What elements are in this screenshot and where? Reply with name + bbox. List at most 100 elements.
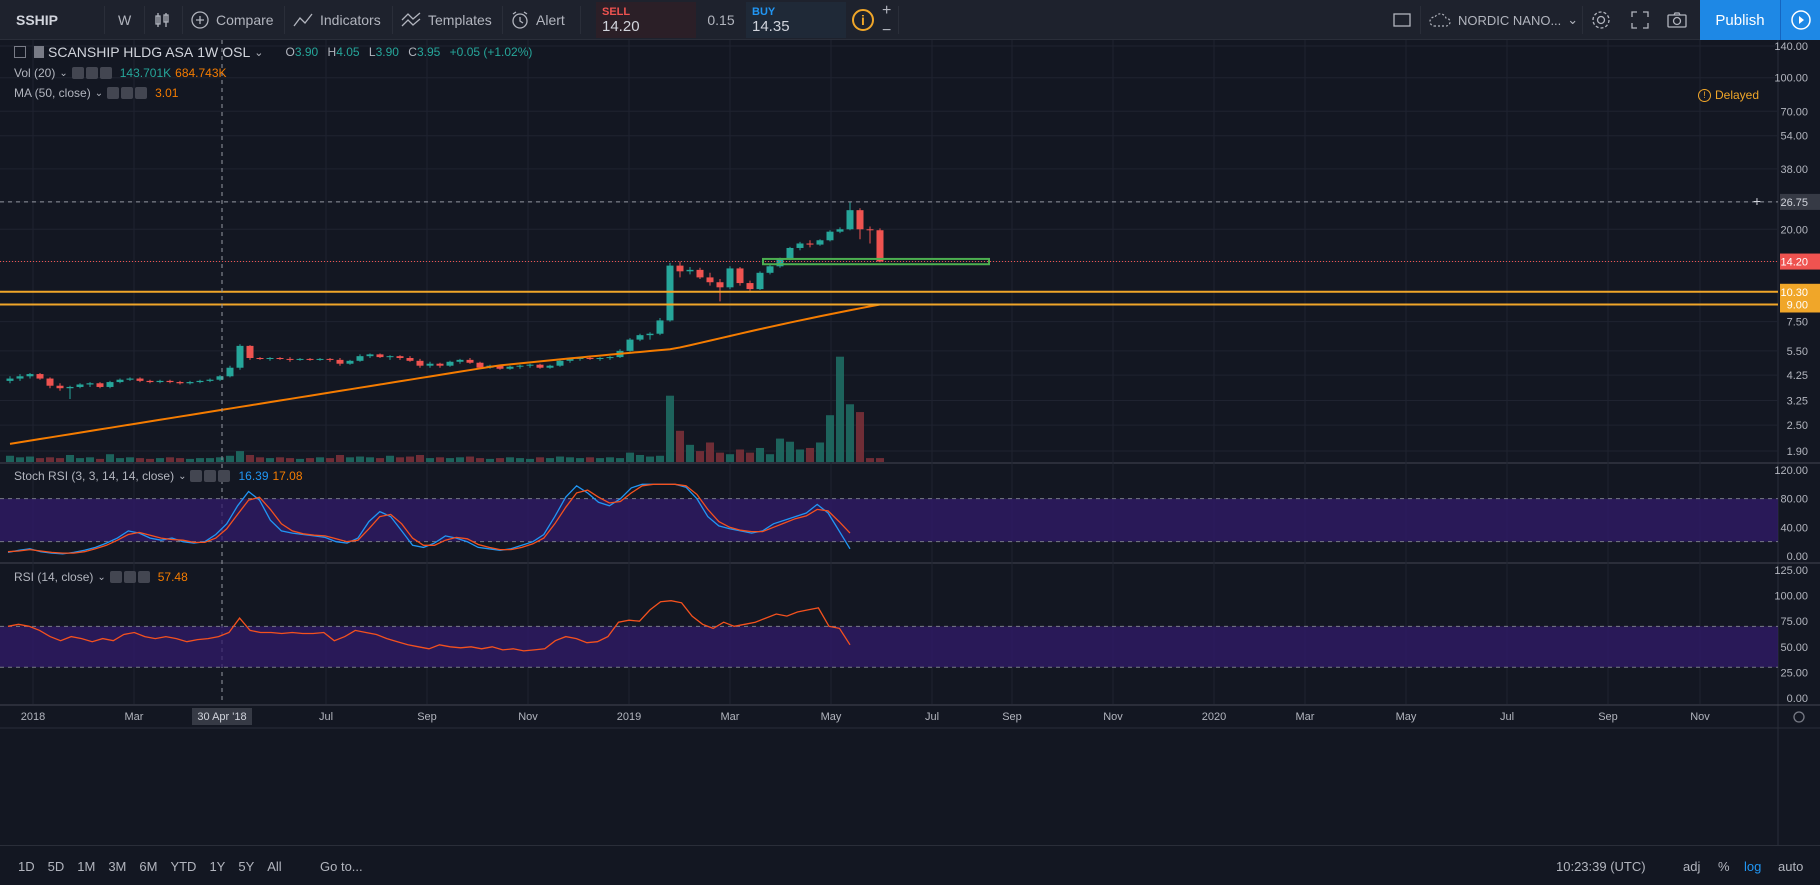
legend-actions[interactable] [109, 571, 150, 583]
chevron-down-icon[interactable]: ⌄ [254, 46, 264, 59]
broker-label: NORDIC NANO... [1458, 12, 1562, 28]
broker-select[interactable]: NORDIC NANO... ⌄ [1428, 0, 1578, 40]
candle-body [356, 356, 364, 361]
chevron-down-icon[interactable]: ⌄ [178, 470, 187, 482]
alert-button[interactable]: Alert [510, 0, 565, 40]
volume-bar [226, 455, 234, 462]
volume-bar [316, 457, 324, 462]
templates-button[interactable]: Templates [400, 0, 492, 40]
close-icon[interactable] [99, 67, 112, 79]
chevron-down-icon[interactable]: ⌄ [97, 571, 106, 583]
chart-area[interactable]: +140.00 100.00 70.00 54.00 38.00 26.75 20.00 14… [0, 40, 1820, 845]
high-value: 4.05 [336, 45, 360, 59]
range-button-ytd[interactable]: YTD [170, 858, 197, 874]
volume-bar [636, 454, 644, 462]
sell-button[interactable]: SELL 14.20 [596, 2, 696, 38]
chevron-down-icon[interactable]: ⌄ [59, 67, 68, 79]
buy-button[interactable]: BUY 14.35 [746, 2, 846, 38]
volume-bar [186, 458, 194, 462]
volume-bar [476, 458, 484, 462]
range-button-all[interactable]: All [267, 858, 282, 874]
range-button-5y[interactable]: 5Y [238, 858, 255, 874]
volume-bar [356, 456, 364, 462]
stoch-d-line [7, 483, 851, 554]
range-button-1d[interactable]: 1D [18, 858, 35, 874]
legend-actions[interactable] [71, 67, 112, 79]
candle-body [396, 356, 404, 358]
log-toggle[interactable]: log [1744, 846, 1761, 885]
zoom-out-button[interactable]: − [882, 22, 891, 40]
percent-toggle[interactable]: % [1718, 846, 1730, 885]
candle-body [636, 335, 644, 340]
close-icon[interactable] [135, 87, 148, 99]
volume-bar [516, 458, 524, 462]
eye-icon[interactable] [107, 87, 120, 99]
ma-label[interactable]: MA (50, close) [14, 86, 91, 100]
zoom-in-button[interactable]: + [882, 2, 891, 20]
volume-bar [276, 457, 284, 462]
volume-bar [796, 449, 804, 462]
chart-canvas[interactable]: +140.00 100.00 70.00 54.00 38.00 26.75 20.00 14… [0, 40, 1820, 845]
candle-body [176, 382, 184, 384]
price-axis-label: 3.25 [1787, 395, 1808, 407]
rsi-label[interactable]: RSI (14, close) [14, 570, 94, 584]
volume-bar [106, 454, 114, 462]
range-button-1m[interactable]: 1M [77, 858, 96, 874]
indicators-button[interactable]: Indicators [292, 0, 381, 40]
interval-button[interactable]: W [118, 0, 131, 40]
volume-bar [66, 454, 74, 462]
volume-bar [856, 412, 864, 462]
eye-icon[interactable] [190, 470, 203, 482]
gear-icon[interactable] [121, 87, 134, 99]
range-button-1y[interactable]: 1Y [209, 858, 226, 874]
publish-button[interactable]: Publish [1700, 0, 1780, 40]
volume-bar [526, 458, 534, 462]
compare-button[interactable]: Compare [190, 0, 274, 40]
volume-bar [436, 457, 444, 462]
gear-icon[interactable] [204, 470, 217, 482]
delayed-badge[interactable]: ! Delayed [1698, 88, 1759, 102]
goto-button[interactable]: Go to... [320, 846, 363, 885]
candle-body [366, 354, 374, 357]
adj-toggle[interactable]: adj [1683, 846, 1700, 885]
volume-bar [676, 430, 684, 462]
eye-icon[interactable] [109, 571, 122, 583]
settings-button[interactable] [1590, 0, 1612, 40]
settings-icon[interactable] [1793, 711, 1805, 723]
camera-icon [1667, 12, 1687, 28]
close-icon[interactable] [218, 470, 231, 482]
clock-display[interactable]: 10:23:39 (UTC) [1556, 846, 1646, 885]
volume-bar [416, 454, 424, 462]
volume-label[interactable]: Vol (20) [14, 66, 56, 80]
rectangle-button[interactable] [1392, 0, 1412, 40]
range-button-3m[interactable]: 3M [108, 858, 127, 874]
info-icon[interactable]: i [852, 9, 874, 31]
candle-body [296, 358, 304, 360]
collapse-icon[interactable] [14, 46, 26, 58]
ma-legend: MA (50, close) ⌄ 3.01 [14, 86, 178, 100]
legend-actions[interactable] [107, 87, 148, 99]
gear-icon[interactable] [123, 571, 136, 583]
candle-body [816, 240, 824, 245]
fullscreen-button[interactable] [1630, 0, 1650, 40]
close-icon[interactable] [137, 571, 150, 583]
chart-style-button[interactable] [152, 0, 172, 40]
crosshair-plus: + [1753, 193, 1761, 209]
gear-icon[interactable] [85, 67, 98, 79]
range-button-6m[interactable]: 6M [139, 858, 158, 874]
volume-bar [816, 442, 824, 462]
chevron-down-icon[interactable]: ⌄ [94, 87, 104, 99]
candle-body [206, 379, 214, 381]
main-legend: SCANSHIP HLDG ASA 1W OSL ⌄ O3.90 H4.05 L… [14, 44, 532, 60]
eye-icon[interactable] [71, 67, 84, 79]
replay-button[interactable] [1780, 0, 1820, 40]
auto-toggle[interactable]: auto [1778, 846, 1803, 885]
symbol-search[interactable]: SSHIP [16, 0, 58, 40]
legend-actions[interactable] [190, 470, 231, 482]
price-axis-label: 38.00 [1780, 164, 1808, 176]
symbol-title[interactable]: SCANSHIP HLDG ASA [48, 44, 194, 60]
screenshot-button[interactable] [1666, 0, 1688, 40]
time-axis-label: Nov [518, 711, 538, 723]
range-button-5d[interactable]: 5D [47, 858, 65, 874]
stoch-label[interactable]: Stoch RSI (3, 3, 14, 14, close) [14, 469, 175, 483]
